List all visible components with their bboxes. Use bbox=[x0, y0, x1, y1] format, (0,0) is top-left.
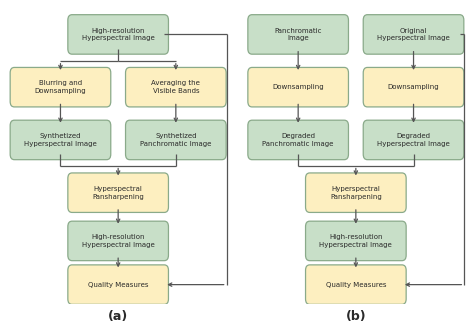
FancyBboxPatch shape bbox=[306, 265, 406, 305]
FancyBboxPatch shape bbox=[363, 120, 464, 160]
FancyBboxPatch shape bbox=[10, 120, 111, 160]
Text: Quality Measures: Quality Measures bbox=[88, 282, 148, 288]
Text: Degraded
Panchromatic Image: Degraded Panchromatic Image bbox=[263, 133, 334, 147]
Text: Panchromatic
Image: Panchromatic Image bbox=[274, 28, 322, 41]
Text: High-resolution
Hyperspectral Image: High-resolution Hyperspectral Image bbox=[319, 234, 392, 248]
FancyBboxPatch shape bbox=[126, 120, 226, 160]
Text: Downsampling: Downsampling bbox=[273, 84, 324, 90]
FancyBboxPatch shape bbox=[363, 15, 464, 54]
FancyBboxPatch shape bbox=[248, 15, 348, 54]
FancyBboxPatch shape bbox=[363, 67, 464, 107]
Text: High-resolution
Hyperspectral Image: High-resolution Hyperspectral Image bbox=[82, 28, 155, 41]
Text: Averaging the
Visible Bands: Averaging the Visible Bands bbox=[151, 80, 201, 94]
Text: Original
Hyperspectral Image: Original Hyperspectral Image bbox=[377, 28, 450, 41]
FancyBboxPatch shape bbox=[248, 120, 348, 160]
FancyBboxPatch shape bbox=[68, 221, 168, 261]
Text: (b): (b) bbox=[346, 310, 366, 323]
Text: Degraded
Hyperspectral Image: Degraded Hyperspectral Image bbox=[377, 133, 450, 147]
Text: High-resolution
Hyperspectral Image: High-resolution Hyperspectral Image bbox=[82, 234, 155, 248]
Text: Downsampling: Downsampling bbox=[388, 84, 439, 90]
FancyBboxPatch shape bbox=[126, 67, 226, 107]
FancyBboxPatch shape bbox=[306, 221, 406, 261]
Text: Blurring and
Downsampling: Blurring and Downsampling bbox=[35, 80, 86, 94]
Text: Quality Measures: Quality Measures bbox=[326, 282, 386, 288]
Text: Synthetized
Hyperspectral Image: Synthetized Hyperspectral Image bbox=[24, 133, 97, 147]
FancyBboxPatch shape bbox=[10, 67, 111, 107]
FancyBboxPatch shape bbox=[68, 173, 168, 213]
FancyBboxPatch shape bbox=[68, 15, 168, 54]
Text: Hyperspectral
Pansharpening: Hyperspectral Pansharpening bbox=[92, 186, 144, 200]
FancyBboxPatch shape bbox=[68, 265, 168, 305]
Text: Synthetized
Panchromatic Image: Synthetized Panchromatic Image bbox=[140, 133, 211, 147]
Text: Hyperspectral
Pansharpening: Hyperspectral Pansharpening bbox=[330, 186, 382, 200]
Text: (a): (a) bbox=[108, 310, 128, 323]
FancyBboxPatch shape bbox=[248, 67, 348, 107]
FancyBboxPatch shape bbox=[306, 173, 406, 213]
